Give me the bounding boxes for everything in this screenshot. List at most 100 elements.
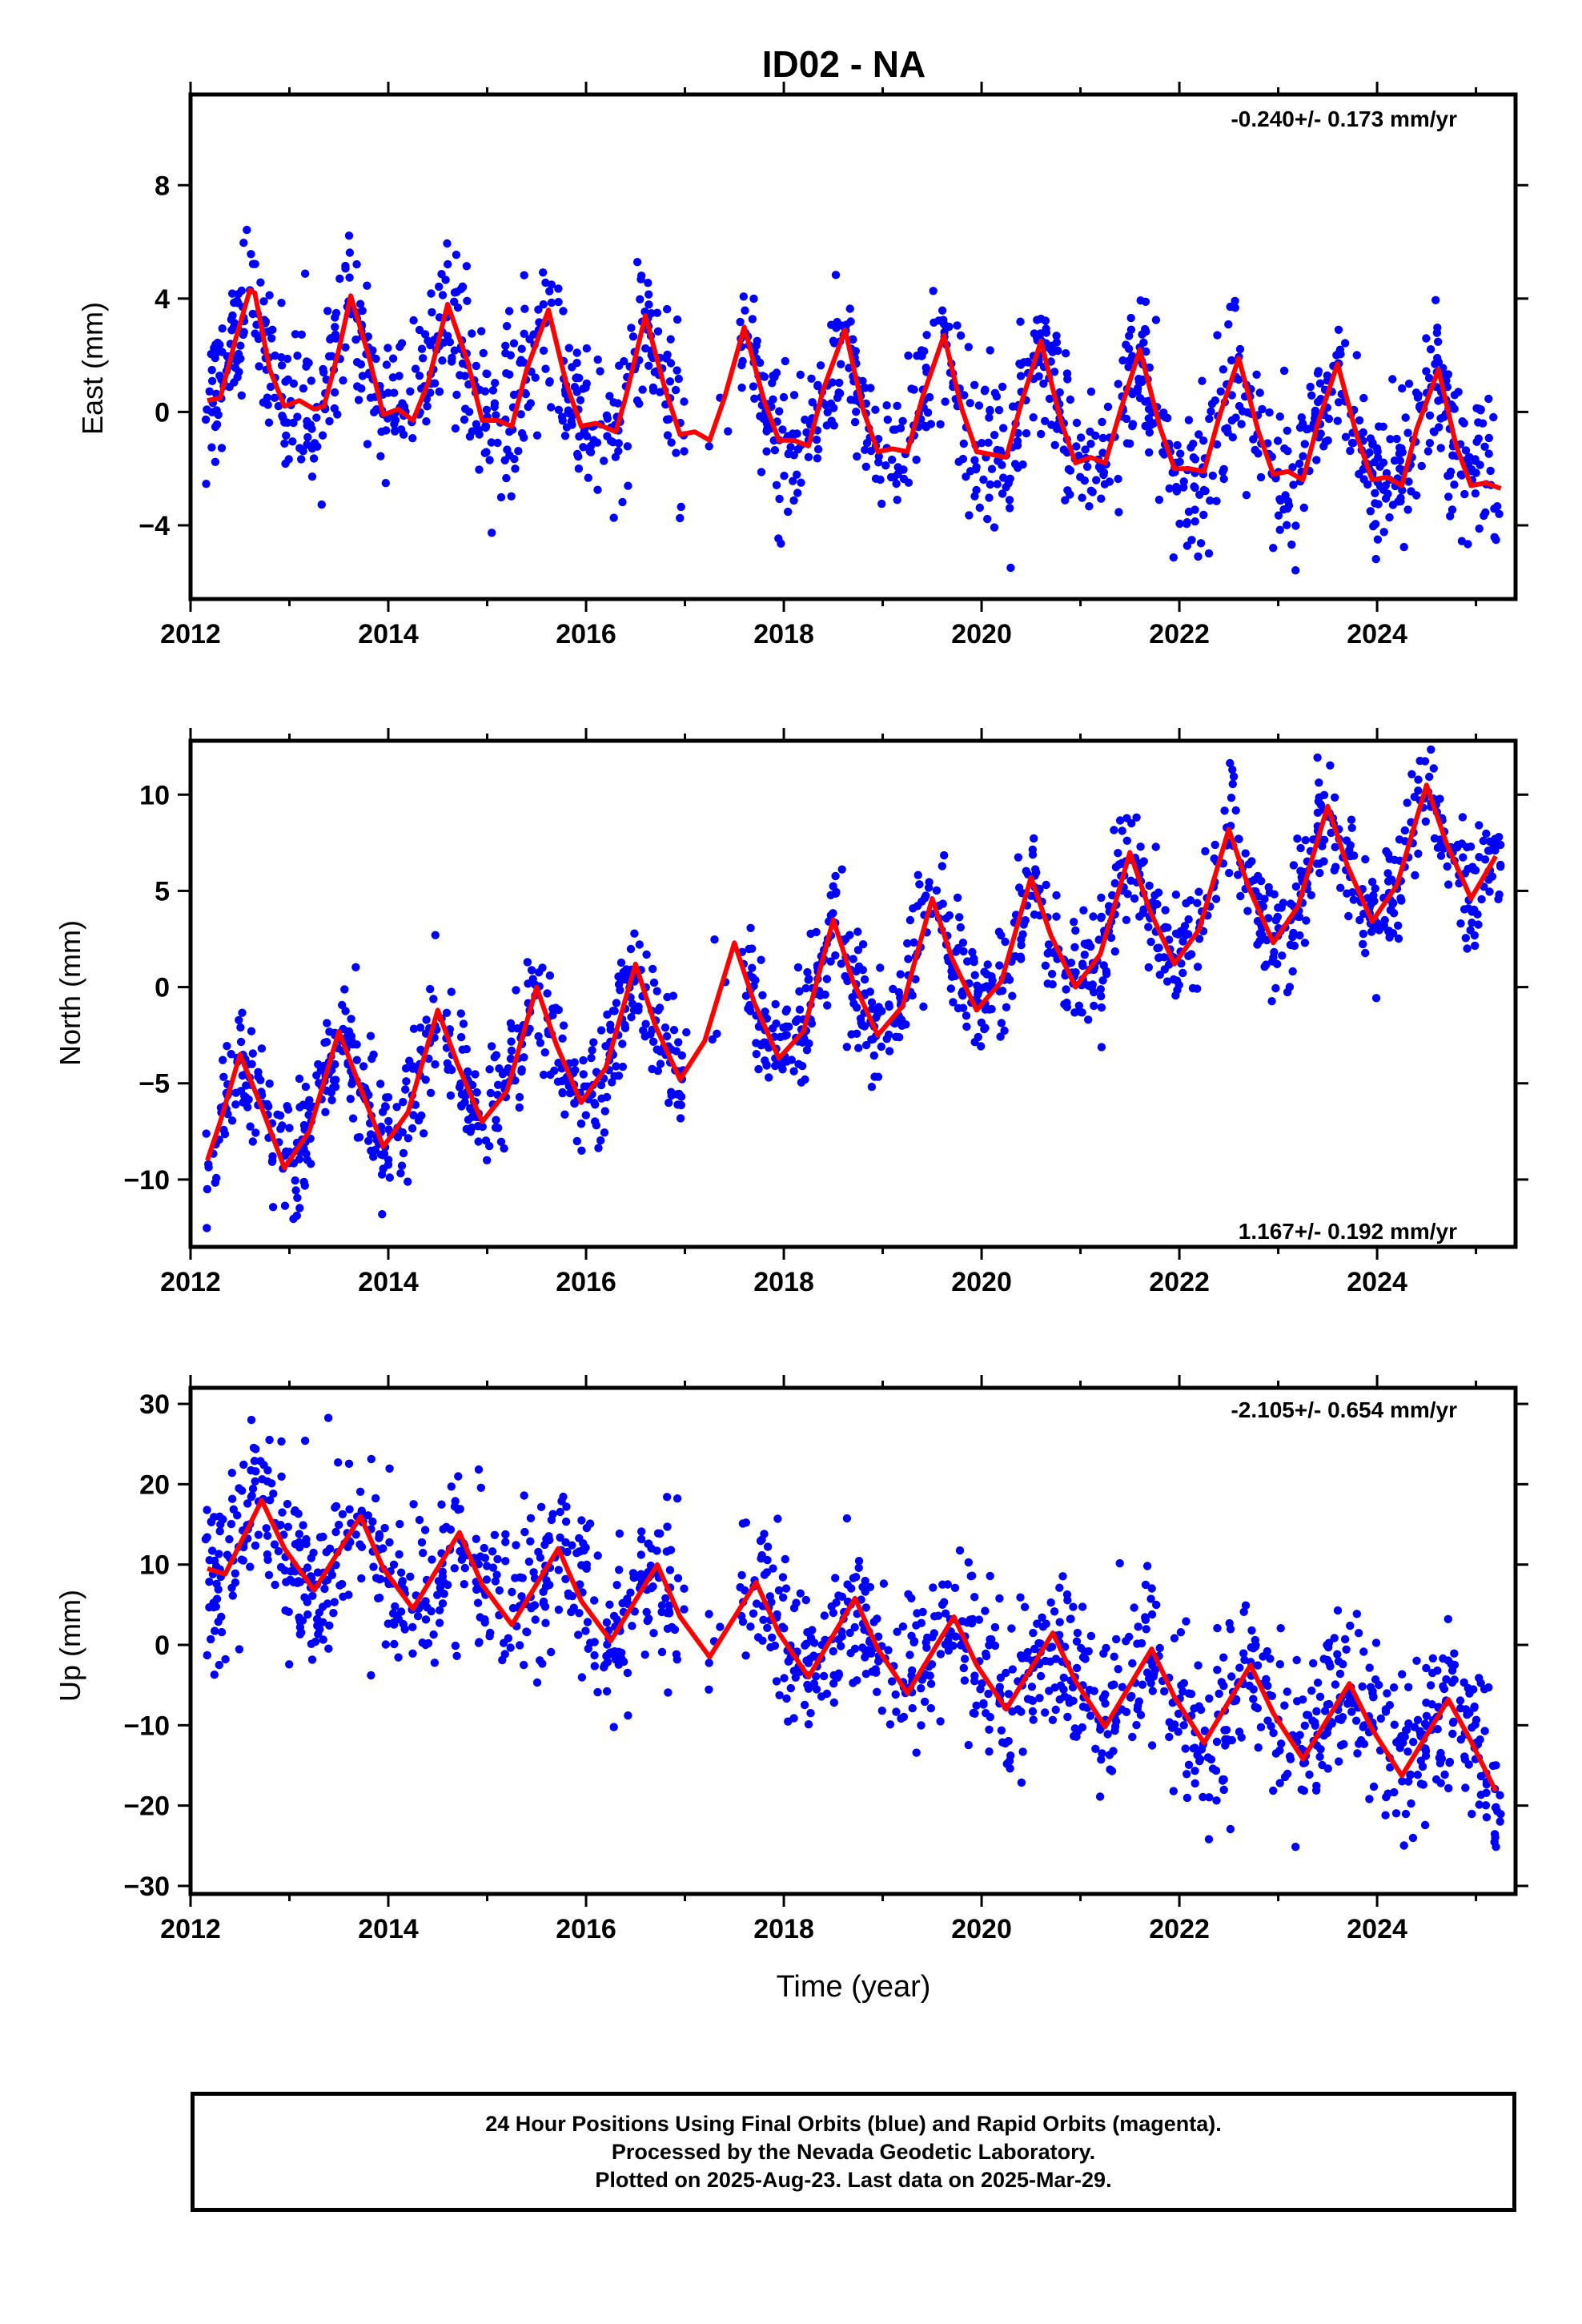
north-point: [579, 1055, 588, 1065]
north-point: [1267, 997, 1276, 1006]
up-point: [1404, 1777, 1413, 1786]
north-point: [248, 1137, 257, 1146]
north-point: [746, 923, 755, 933]
north-point: [1327, 828, 1335, 838]
up-point: [1403, 1747, 1412, 1756]
north-point: [275, 1111, 285, 1120]
north-point: [849, 999, 858, 1008]
up-point: [1219, 1785, 1228, 1795]
up-point: [1105, 1751, 1114, 1759]
east-point: [575, 432, 584, 441]
east-point: [676, 513, 685, 523]
east-point: [531, 373, 540, 382]
north-point: [1136, 842, 1145, 851]
east-point: [907, 384, 916, 393]
east-point: [1212, 440, 1222, 449]
east-point: [941, 397, 950, 406]
north-point: [1161, 923, 1170, 931]
east-point: [1481, 508, 1490, 517]
up-point: [413, 1611, 423, 1621]
up-point: [624, 1711, 632, 1720]
east-point: [1375, 482, 1385, 491]
north-point: [1475, 853, 1484, 862]
east-xtick-label: 2024: [1347, 619, 1407, 649]
up-point: [716, 1622, 725, 1631]
north-point: [1313, 753, 1322, 762]
north-point: [676, 1114, 685, 1123]
up-point: [1029, 1715, 1038, 1724]
east-point: [994, 405, 1004, 415]
east-point: [302, 362, 311, 371]
up-point: [789, 1603, 799, 1613]
north-point: [1283, 987, 1292, 997]
north-point: [443, 1059, 452, 1068]
up-point: [1018, 1747, 1027, 1756]
north-point: [1430, 834, 1439, 843]
east-point: [437, 270, 446, 279]
east-point: [303, 421, 311, 430]
up-point: [1211, 1766, 1221, 1775]
up-point: [239, 1460, 248, 1470]
east-point: [829, 404, 838, 412]
up-point: [1381, 1811, 1390, 1819]
up-point: [1433, 1666, 1442, 1675]
east-rate-label: -0.240+/- 0.173 mm/yr: [1231, 107, 1457, 131]
east-point: [1375, 422, 1383, 431]
north-point: [754, 1064, 763, 1074]
north-point: [1312, 859, 1321, 868]
up-point: [207, 1546, 217, 1555]
up-point: [986, 1571, 994, 1581]
north-point: [958, 939, 968, 947]
east-point: [1085, 502, 1094, 511]
up-point: [1256, 1723, 1266, 1731]
north-point: [895, 1033, 904, 1042]
up-point: [379, 1544, 387, 1553]
north-point: [1443, 862, 1452, 871]
up-point: [1263, 1681, 1272, 1691]
east-point: [539, 300, 548, 309]
up-point: [757, 1550, 766, 1560]
north-point: [1355, 915, 1364, 925]
east-point: [564, 344, 573, 352]
east-point: [444, 259, 452, 269]
east-point: [547, 298, 556, 308]
east-point: [381, 479, 390, 488]
up-point: [652, 1546, 661, 1555]
up-point: [297, 1628, 306, 1637]
east-point: [1176, 449, 1185, 458]
north-point: [996, 1032, 1005, 1041]
east-point: [1126, 439, 1134, 448]
north-point: [829, 882, 837, 891]
up-point: [892, 1707, 901, 1716]
east-point: [1091, 431, 1100, 440]
north-point: [1236, 891, 1245, 901]
east-point: [277, 361, 287, 370]
east-point: [1484, 394, 1493, 404]
north-point: [1078, 961, 1087, 971]
east-point: [1475, 524, 1484, 533]
east-point: [813, 380, 822, 389]
up-point: [757, 1535, 766, 1544]
east-point: [999, 473, 1008, 482]
north-point: [674, 1038, 683, 1047]
up-point: [1450, 1660, 1460, 1670]
north-point: [1302, 916, 1311, 925]
north-point: [1271, 915, 1281, 925]
up-point: [1312, 1781, 1321, 1791]
east-point: [1265, 408, 1274, 417]
east-point: [504, 307, 514, 316]
east-point: [1484, 433, 1494, 443]
north-point: [1271, 983, 1280, 993]
up-point: [394, 1614, 404, 1624]
north-rate-label: 1.167+/- 0.192 mm/yr: [1239, 1219, 1457, 1244]
north-point: [954, 1003, 963, 1013]
north-point: [404, 1177, 412, 1186]
north-point: [768, 1024, 777, 1033]
north-point: [1045, 947, 1054, 957]
north-point: [203, 1184, 212, 1194]
up-point: [1319, 1731, 1328, 1740]
east-point: [237, 391, 246, 400]
north-point: [1144, 963, 1154, 972]
up-point: [852, 1573, 861, 1582]
east-point: [1355, 416, 1364, 425]
